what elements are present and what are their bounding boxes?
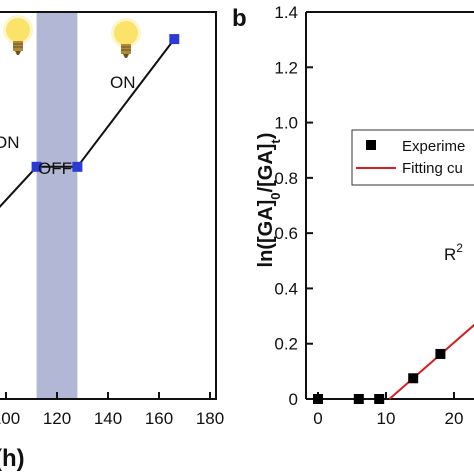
panel-a-x-tick-label: 160 (145, 409, 173, 428)
annotation-on-left: ON (0, 133, 20, 152)
light-bulb-icon (111, 18, 141, 58)
experiment-point (374, 394, 385, 404)
panel-b-y-tick-label: 0.2 (274, 335, 298, 354)
panel-a-x-tick-label: 140 (94, 409, 122, 428)
panel-a-x-axis-title: (h) (0, 445, 25, 472)
panel-b-y-tick-label: 0.8 (274, 169, 298, 188)
panel-a-x-ticks (5, 392, 211, 399)
panel-b-y-axis-title: ln([GA]0/[GA]t) (255, 133, 283, 268)
panel-b-y-tick-label: 1.0 (274, 114, 298, 133)
panel-b-y-tick-label: 1.4 (274, 3, 298, 22)
panel-b-x-tick-label: 0 (313, 409, 322, 428)
panel-b-y-tick-label: 0.4 (274, 279, 298, 298)
panel-a-point (72, 161, 83, 172)
panel-a-point (31, 161, 42, 172)
panel-a-frame (0, 11, 217, 400)
panel-b-x-tick-label: 20 (445, 409, 464, 428)
r-squared-superscript: 2 (456, 241, 463, 255)
experiment-point (435, 348, 446, 359)
annotation-on-right: ON (110, 73, 136, 92)
light-bulb-icon (3, 15, 33, 55)
legend-marker-square (366, 140, 376, 150)
panel-label: b (232, 5, 247, 32)
panel-a-series-line (0, 38, 176, 208)
legend: Experime Fitting cu (351, 129, 474, 186)
panel-a-x-tick-label: 120 (43, 409, 71, 428)
off-period-shading (36, 12, 78, 399)
panel-a-x-tick-labels: 100 120 140 160 180 (0, 409, 224, 428)
panel-b-x-ticks (317, 392, 455, 399)
panel-a: 100 120 140 160 180 ON OFF ON (h) (0, 11, 224, 472)
experiment-point (353, 394, 364, 404)
r-squared-label: R2 (444, 241, 463, 264)
panel-b-x-tick-label: 10 (377, 409, 396, 428)
panel-a-points (31, 34, 180, 172)
panel-a-x-tick-label: 180 (196, 409, 224, 428)
annotation-off: OFF (38, 159, 72, 178)
experiment-point (408, 373, 419, 384)
panel-b-y-tick-label: 1.2 (274, 58, 298, 77)
legend-label-experiment: Experime (402, 138, 465, 155)
panel-a-point (169, 34, 180, 45)
experiment-points (313, 348, 446, 404)
panel-b-y-tick-label: 0 (289, 390, 298, 409)
panel-b: b 0 0.2 0.4 0.6 0.8 1.0 1.2 1.4 0 10 20 ln([GA]0/… (232, 3, 474, 428)
legend-box (351, 129, 474, 186)
panel-b-x-tick-labels: 0 10 20 (313, 409, 463, 428)
legend-label-fitting: Fitting cu (402, 160, 463, 177)
panel-a-x-tick-label: 100 (0, 409, 20, 428)
experiment-point (313, 394, 323, 404)
panel-b-y-ticks (306, 11, 313, 400)
fitting-curve-line (388, 323, 474, 400)
panel-b-y-tick-label: 0.6 (274, 224, 298, 243)
panel-b-y-tick-labels: 0 0.2 0.4 0.6 0.8 1.0 1.2 1.4 (274, 3, 298, 409)
